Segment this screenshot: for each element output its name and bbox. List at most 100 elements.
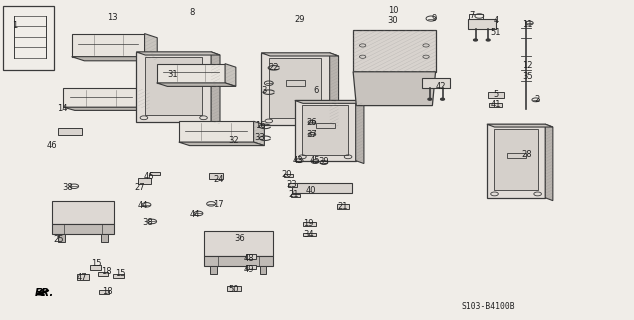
Text: 40: 40 — [306, 186, 316, 195]
Text: 33: 33 — [255, 133, 265, 142]
Text: 28: 28 — [521, 150, 531, 159]
Polygon shape — [261, 53, 339, 56]
Polygon shape — [356, 100, 364, 164]
Text: 31: 31 — [167, 70, 178, 79]
Polygon shape — [101, 234, 108, 242]
Polygon shape — [330, 53, 339, 128]
Text: 35: 35 — [522, 72, 533, 81]
Polygon shape — [489, 103, 502, 107]
Polygon shape — [113, 274, 124, 278]
Text: 3: 3 — [261, 86, 266, 95]
Text: 11: 11 — [522, 20, 533, 28]
Polygon shape — [288, 183, 297, 187]
Polygon shape — [138, 178, 151, 184]
Polygon shape — [63, 88, 138, 107]
Polygon shape — [227, 286, 241, 291]
Polygon shape — [77, 274, 89, 280]
Polygon shape — [145, 57, 202, 115]
Polygon shape — [303, 222, 316, 226]
Polygon shape — [179, 142, 264, 146]
Text: 46: 46 — [47, 141, 57, 150]
Text: 4: 4 — [493, 16, 498, 25]
Polygon shape — [63, 107, 150, 110]
Polygon shape — [284, 174, 293, 177]
Text: 16: 16 — [255, 121, 265, 130]
Text: 50: 50 — [228, 285, 238, 294]
Polygon shape — [58, 128, 82, 135]
Polygon shape — [204, 231, 273, 256]
Text: FR.: FR. — [35, 288, 54, 299]
Polygon shape — [72, 57, 157, 61]
Text: 15: 15 — [91, 260, 101, 268]
Polygon shape — [136, 52, 220, 55]
Circle shape — [428, 98, 432, 100]
Text: 49: 49 — [244, 265, 254, 274]
Polygon shape — [545, 124, 553, 201]
Polygon shape — [179, 121, 254, 142]
Text: 51: 51 — [491, 28, 501, 36]
Text: 47: 47 — [77, 273, 87, 282]
Text: 37: 37 — [307, 130, 317, 139]
Text: 26: 26 — [307, 118, 317, 127]
Circle shape — [486, 39, 490, 41]
Text: 43: 43 — [293, 156, 303, 164]
Polygon shape — [138, 88, 150, 110]
Text: 29: 29 — [294, 15, 304, 24]
Polygon shape — [246, 265, 256, 269]
Polygon shape — [295, 100, 356, 161]
Polygon shape — [157, 64, 225, 83]
Text: 17: 17 — [214, 200, 224, 209]
Polygon shape — [211, 52, 220, 125]
Polygon shape — [487, 124, 553, 127]
Text: 22: 22 — [269, 63, 279, 72]
Polygon shape — [157, 83, 236, 86]
Polygon shape — [58, 234, 65, 242]
Circle shape — [474, 39, 477, 41]
Text: 15: 15 — [115, 269, 126, 278]
Polygon shape — [488, 92, 504, 98]
Polygon shape — [269, 58, 321, 118]
Text: 7: 7 — [470, 11, 475, 20]
Text: 14: 14 — [57, 104, 67, 113]
Polygon shape — [210, 266, 217, 274]
Text: 24: 24 — [214, 175, 224, 184]
Polygon shape — [145, 34, 157, 61]
Text: 27: 27 — [134, 183, 145, 192]
Text: 34: 34 — [304, 230, 314, 239]
Text: 2: 2 — [534, 95, 540, 104]
Polygon shape — [98, 272, 108, 276]
Polygon shape — [99, 290, 109, 294]
Polygon shape — [487, 124, 545, 198]
Text: 39: 39 — [319, 157, 329, 166]
Polygon shape — [136, 52, 211, 122]
Text: 10: 10 — [388, 6, 398, 15]
Text: 48: 48 — [244, 254, 254, 263]
Polygon shape — [353, 30, 436, 72]
Polygon shape — [303, 233, 316, 236]
Polygon shape — [225, 64, 236, 86]
Text: 21: 21 — [288, 190, 299, 199]
Text: 45: 45 — [310, 156, 320, 165]
Polygon shape — [90, 265, 101, 270]
Text: 42: 42 — [436, 82, 446, 91]
Text: 44: 44 — [138, 201, 148, 210]
Text: 41: 41 — [491, 100, 501, 109]
Text: 36: 36 — [235, 234, 245, 243]
Text: 9: 9 — [432, 14, 437, 23]
Text: 12: 12 — [522, 61, 533, 70]
Polygon shape — [261, 53, 330, 125]
Polygon shape — [52, 224, 114, 234]
Text: 13: 13 — [108, 13, 118, 22]
Text: 32: 32 — [228, 136, 238, 145]
Polygon shape — [52, 201, 114, 224]
Text: 20: 20 — [281, 170, 292, 179]
Polygon shape — [337, 204, 349, 209]
Polygon shape — [422, 78, 450, 88]
Text: S103-B4100B: S103-B4100B — [462, 302, 515, 311]
Polygon shape — [204, 256, 273, 266]
Text: 38: 38 — [63, 183, 73, 192]
Text: 46: 46 — [144, 172, 154, 181]
Text: 21: 21 — [337, 202, 347, 211]
Polygon shape — [494, 129, 538, 190]
Polygon shape — [302, 105, 348, 155]
